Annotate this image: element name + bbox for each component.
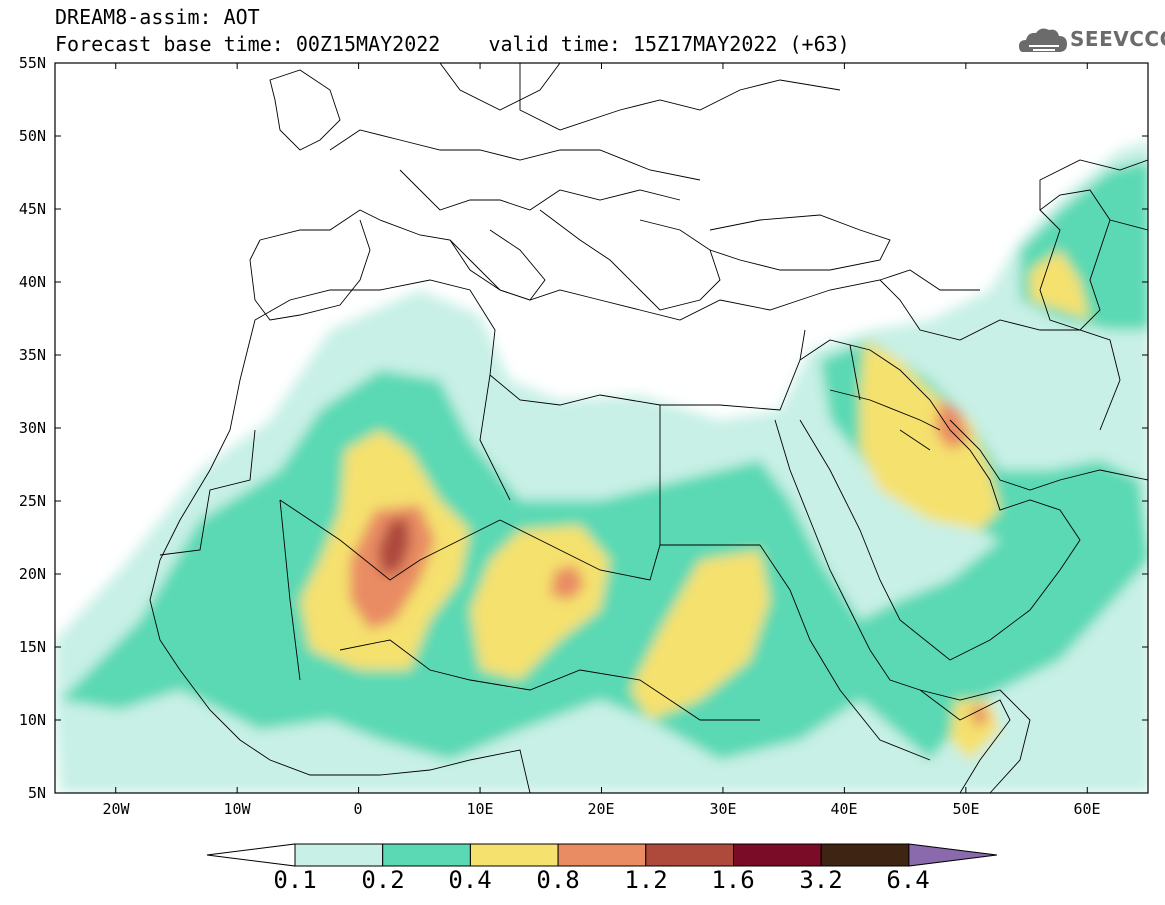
lat-tick-label: 45N bbox=[18, 200, 46, 218]
border-europe-2 bbox=[399, 169, 681, 211]
chart-subtitle: Forecast base time: 00Z15MAY2022 valid t… bbox=[55, 32, 850, 56]
border-europe-1 bbox=[329, 129, 701, 181]
colorbar-segment bbox=[645, 843, 734, 867]
aot-contour-0.8-gulf bbox=[935, 400, 970, 450]
border-mideast bbox=[829, 344, 941, 451]
logo-text: SEEVCCC bbox=[1070, 27, 1165, 51]
coastline-europe bbox=[259, 209, 980, 321]
colorbar-label: 3.2 bbox=[799, 866, 843, 894]
chart-title: DREAM8-assim: AOT bbox=[55, 5, 260, 29]
lon-tick-label: 40E bbox=[830, 800, 858, 818]
lon-tick-label: 60E bbox=[1073, 800, 1101, 818]
lat-tick-label: 30N bbox=[18, 419, 46, 437]
colorbar-segment bbox=[382, 843, 471, 867]
coastline-horn bbox=[919, 689, 1011, 794]
lat-tick-label: 50N bbox=[18, 127, 46, 145]
coastlines-borders bbox=[149, 62, 1149, 794]
colorbar-label: 1.6 bbox=[711, 866, 755, 894]
colorbar-segment bbox=[469, 843, 559, 867]
aot-field bbox=[55, 140, 1148, 793]
coastline-iberia bbox=[249, 219, 371, 321]
coastline-scandinavia bbox=[439, 62, 561, 111]
border-east-africa bbox=[759, 544, 931, 761]
border-sahara-5 bbox=[279, 499, 301, 681]
colorbar-segment bbox=[557, 843, 647, 867]
aot-contour-0.8-chad bbox=[550, 565, 585, 600]
coastline-arabia bbox=[799, 339, 1081, 661]
colorbar-segment bbox=[294, 843, 384, 867]
border-europe-3 bbox=[519, 63, 841, 131]
aot-contour-0.4-iraq bbox=[860, 340, 1000, 530]
lon-tick-label: 20E bbox=[587, 800, 615, 818]
coastline-west-africa bbox=[149, 319, 531, 794]
coastline-balkans bbox=[539, 209, 721, 311]
colorbar-label: 1.2 bbox=[624, 866, 668, 894]
colorbar-label: 0.1 bbox=[273, 866, 317, 894]
coastline-red-sea bbox=[774, 419, 1031, 794]
lon-tick-label: 10W bbox=[223, 800, 251, 818]
aot-contour-0.4-chad bbox=[470, 525, 610, 680]
border-central-asia bbox=[1039, 159, 1149, 231]
colorbar-segment bbox=[733, 843, 822, 867]
lat-tick-label: 55N bbox=[18, 54, 46, 72]
lat-tick-label: 5N bbox=[27, 784, 46, 802]
coastline-italy bbox=[449, 229, 546, 301]
lat-tick-label: 15N bbox=[18, 638, 46, 656]
colorbar-label: 6.4 bbox=[886, 866, 930, 894]
lon-tick-label: 30E bbox=[709, 800, 737, 818]
coastline-caspian bbox=[1039, 189, 1111, 331]
cloud-icon bbox=[1019, 28, 1067, 52]
colorbar-label: 0.8 bbox=[536, 866, 580, 894]
aot-contour-0.8-somalia bbox=[970, 705, 988, 728]
coastline-persian-gulf bbox=[949, 419, 1149, 491]
lat-tick-label: 35N bbox=[18, 346, 46, 364]
colorbar-label: 0.4 bbox=[448, 866, 492, 894]
lat-tick-label: 25N bbox=[18, 492, 46, 510]
coastline-north-africa bbox=[254, 279, 806, 411]
lon-tick-label: 20W bbox=[102, 800, 130, 818]
lat-tick-label: 10N bbox=[18, 711, 46, 729]
border-sahara-2 bbox=[499, 519, 760, 581]
aot-contour-1.2-sahara bbox=[378, 518, 410, 575]
border-sahara-4 bbox=[479, 374, 511, 501]
aot-contour-0.4-caspian bbox=[1030, 250, 1090, 320]
colorbar bbox=[206, 843, 997, 867]
colorbar-under-triangle bbox=[206, 843, 296, 867]
colorbar-over-triangle bbox=[908, 843, 997, 867]
aot-contour-0.4-somalia bbox=[950, 700, 1000, 760]
colorbar-segment bbox=[820, 843, 910, 867]
coastline-uk bbox=[269, 69, 341, 151]
border-turkey-iran bbox=[879, 279, 1121, 431]
coastline-blacksea bbox=[709, 214, 891, 271]
colorbar-label: 0.2 bbox=[361, 866, 405, 894]
border-sahel bbox=[339, 639, 760, 721]
lon-tick-label: 0 bbox=[353, 800, 363, 818]
lon-tick-label: 50E bbox=[952, 800, 980, 818]
aot-contour-0.4-sudan bbox=[630, 550, 770, 720]
lon-tick-label: 10E bbox=[466, 800, 494, 818]
border-sahara-1 bbox=[279, 499, 501, 581]
border-sahara-6 bbox=[159, 429, 256, 556]
axis-ticks bbox=[55, 62, 1148, 794]
lat-tick-label: 40N bbox=[18, 273, 46, 291]
lat-tick-label: 20N bbox=[18, 565, 46, 583]
